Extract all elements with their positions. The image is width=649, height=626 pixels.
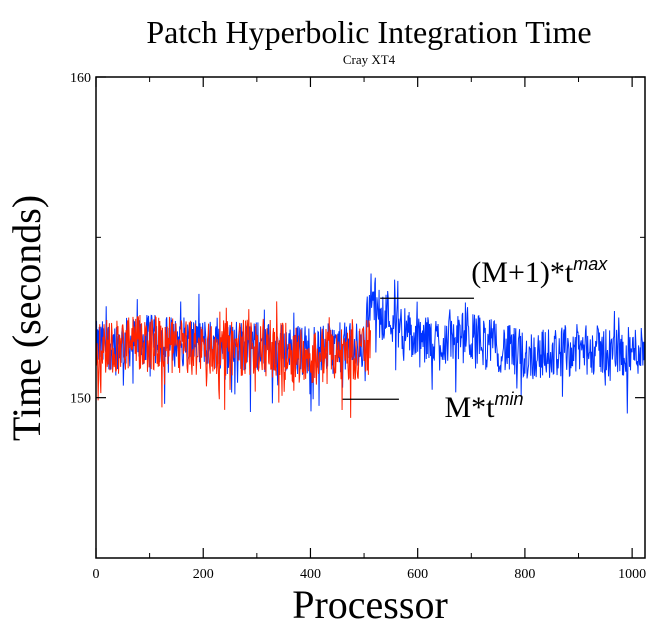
series-line-1 [96,301,371,418]
y-tick-label: 160 [70,71,91,86]
annotation-label-max: (M+1)*tmax [471,254,608,289]
chart-subtitle: Cray XT4 [343,52,396,67]
x-tick-label: 0 [93,567,100,582]
chart-title: Patch Hyperbolic Integration Time [146,14,591,50]
x-tick-label: 800 [514,567,535,582]
x-tick-label: 1000 [618,567,646,582]
x-tick-label: 200 [193,567,214,582]
x-tick-label: 400 [300,567,321,582]
annotation-label-min: M*tmin [444,389,523,424]
plot-area [95,76,646,559]
x-tick-label: 600 [407,567,428,582]
series-line-0 [96,273,645,414]
y-axis-label: Time (seconds) [4,195,49,441]
y-tick-label: 150 [70,392,91,407]
plot-frame [95,76,646,559]
x-axis-label: Processor [292,582,448,626]
